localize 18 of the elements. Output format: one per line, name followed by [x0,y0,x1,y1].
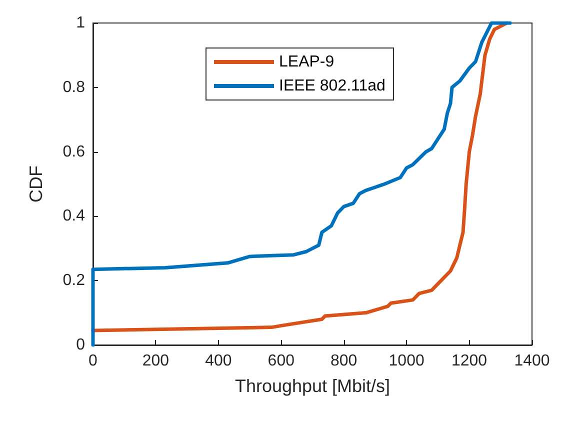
y-tick-label: 0 [76,336,86,354]
x-tick-label: 800 [330,352,358,370]
x-tick-label: 1000 [388,352,424,370]
legend-label: IEEE 802.11ad [279,78,386,94]
x-tick-label: 0 [88,352,98,370]
y-tick-label: 0.6 [62,143,86,160]
y-tick-label: 1 [76,14,86,32]
x-tick-label: 1400 [514,352,550,370]
y-tick-label: 0.4 [62,208,86,225]
y-tick-label: 0.8 [62,78,86,96]
x-tick-label: 400 [205,352,232,370]
legend-label: LEAP-9 [279,54,334,70]
x-tick-label: 1200 [451,352,488,370]
x-tick-label: 200 [142,352,170,370]
x-tick-label: 600 [268,352,295,370]
y-axis-title: CDF [26,166,46,202]
y-tick-label: 0.2 [62,272,86,290]
x-axis-title: Throughput [Mbit/s] [234,376,390,396]
